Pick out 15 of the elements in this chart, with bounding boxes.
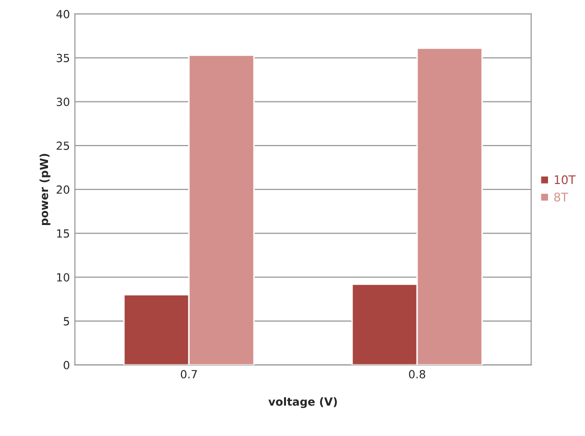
y-tick-label: 25 <box>56 142 70 150</box>
y-tick-label: 35 <box>56 54 70 62</box>
y-axis-title: power (pW) <box>40 154 50 226</box>
y-tick-label: 20 <box>56 185 70 194</box>
legend-label: 10T <box>554 175 576 184</box>
x-tick-label: 0.7 <box>180 370 197 378</box>
y-tick-label: 40 <box>56 10 70 18</box>
legend-label: 8T <box>554 192 568 202</box>
x-axis-title: voltage (V) <box>268 397 337 408</box>
y-tick-label: 15 <box>57 229 70 238</box>
y-tick-label: 0 <box>64 360 70 370</box>
x-tick-label: 0.8 <box>409 370 426 378</box>
y-tick-label: 30 <box>56 98 70 106</box>
y-tick-label: 5 <box>64 317 70 326</box>
y-tick-label: 10 <box>57 273 70 282</box>
